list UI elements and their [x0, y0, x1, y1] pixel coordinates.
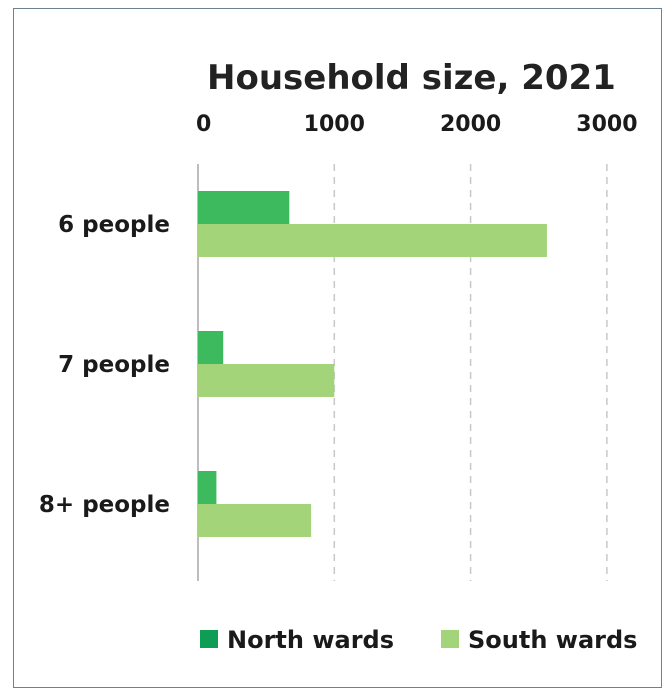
bar-north-3	[198, 471, 217, 504]
legend-label: South wards	[468, 626, 637, 654]
legend: North wards South wards	[200, 626, 637, 654]
bars	[198, 191, 547, 537]
legend-label: North wards	[227, 626, 394, 654]
category-label: 7 people	[58, 352, 170, 378]
bar-south-2	[198, 364, 335, 397]
chart-title: Household size, 2021	[207, 58, 616, 98]
category-label: 8+ people	[39, 492, 170, 518]
legend-swatch	[200, 630, 218, 648]
category-labels: 6 people 7 people 8+ people	[39, 212, 170, 518]
bar-chart: Household size, 2021 0 1000 2000 3000 6 peo…	[39, 58, 638, 654]
bar-north-1	[198, 191, 290, 224]
x-tick-label: 3000	[576, 112, 637, 137]
chart-frame: Household size, 2021 0 1000 2000 3000 6 peo…	[13, 8, 662, 688]
x-tick-label: 1000	[304, 112, 365, 137]
category-label: 6 people	[58, 212, 170, 238]
x-axis-ticks: 0 1000 2000 3000	[196, 112, 638, 137]
bar-south-1	[198, 224, 547, 257]
bar-north-2	[198, 331, 224, 364]
bar-south-3	[198, 504, 312, 537]
x-tick-label: 2000	[440, 112, 501, 137]
x-tick-label: 0	[196, 112, 211, 137]
legend-swatch	[441, 630, 459, 648]
